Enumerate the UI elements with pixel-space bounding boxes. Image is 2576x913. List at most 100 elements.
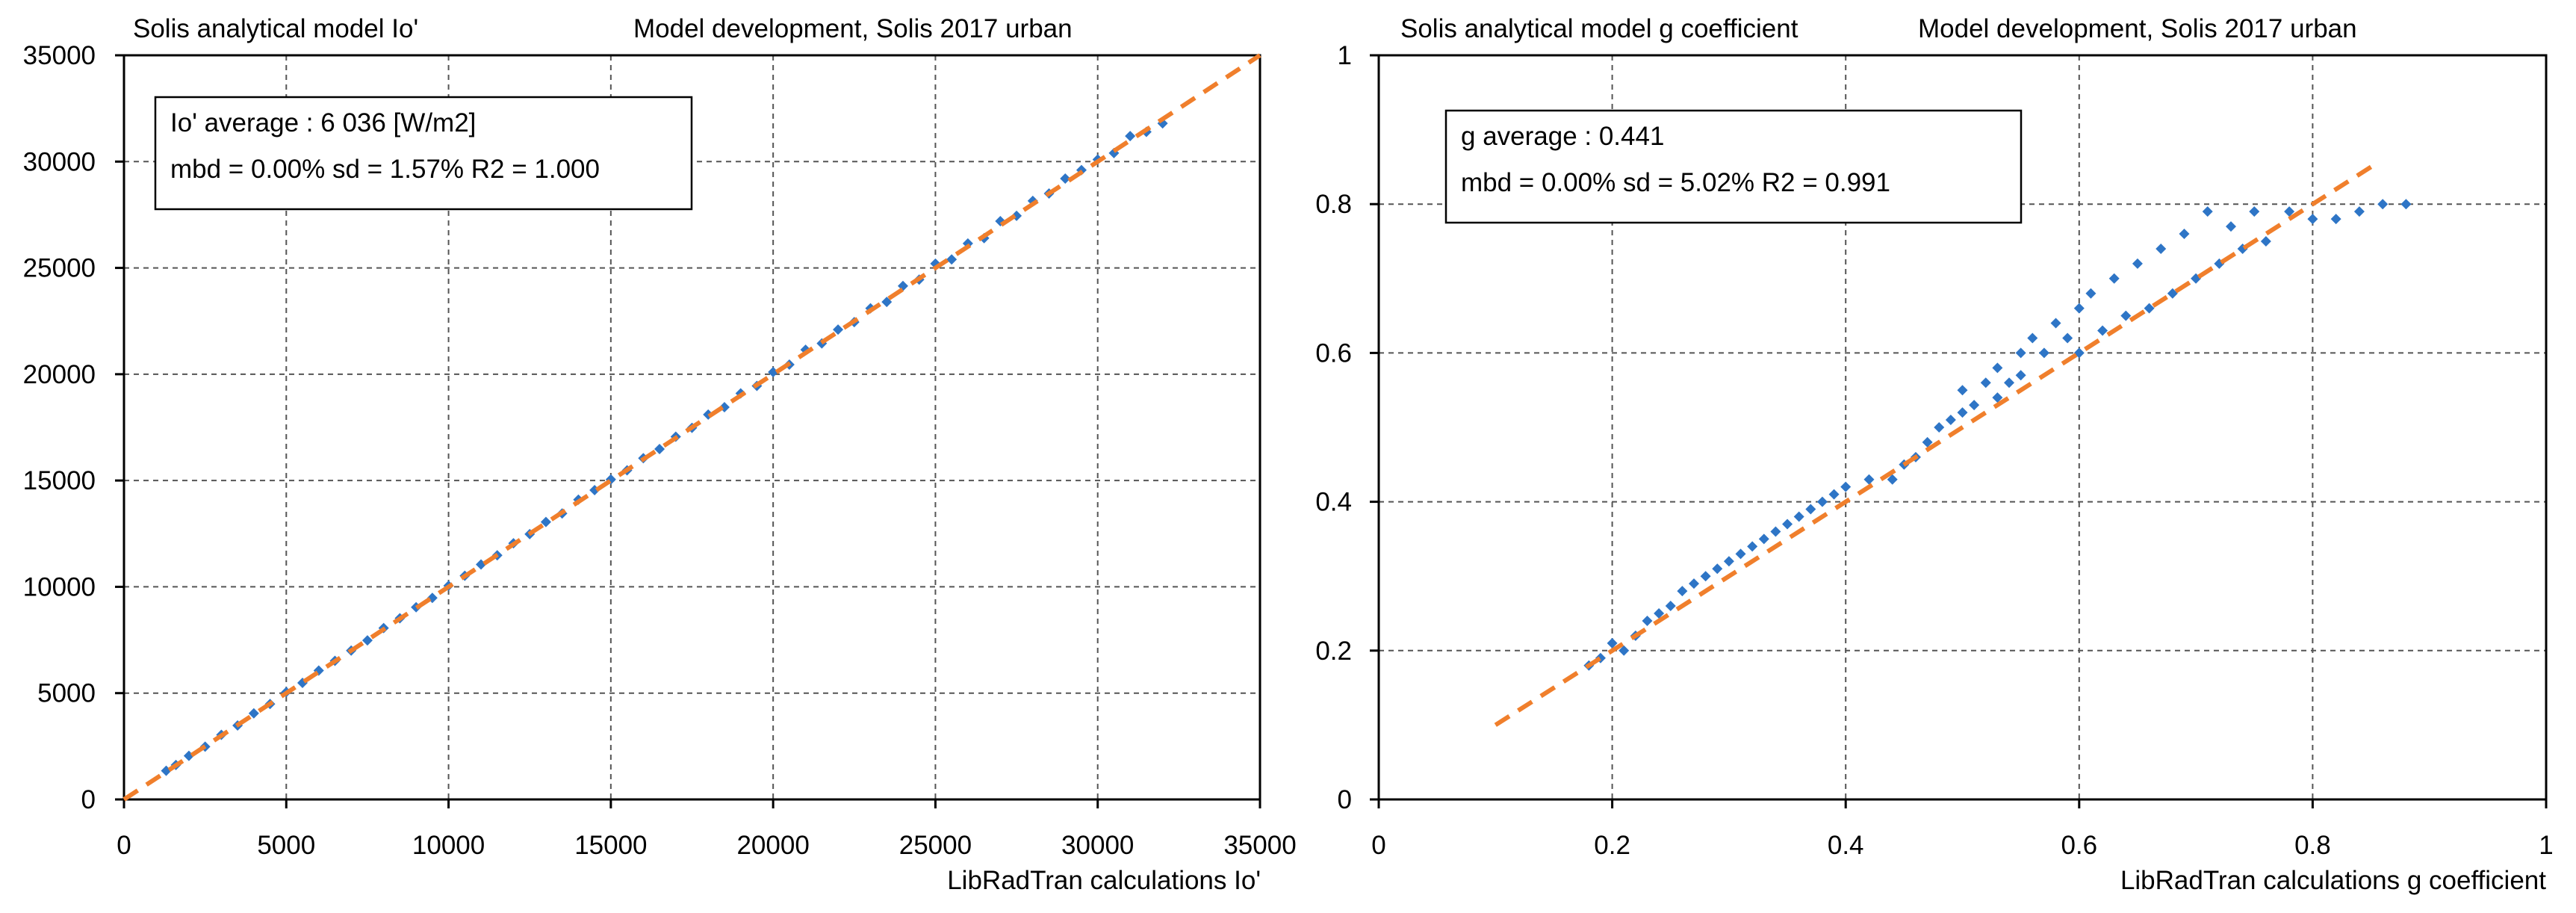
data-point <box>2120 310 2132 321</box>
data-point <box>2097 325 2108 336</box>
data-point <box>1957 407 1968 418</box>
data-point <box>2156 243 2167 254</box>
data-point <box>1887 474 1898 485</box>
stats-line-errors: mbd = 0.00% sd = 1.57% R2 = 1.000 <box>170 155 600 184</box>
data-point <box>2400 199 2412 210</box>
chart-subtitle: Model development, Solis 2017 urban <box>1918 14 2357 43</box>
data-point <box>1060 173 1071 185</box>
data-point <box>2108 273 2120 284</box>
data-point <box>1793 511 1804 522</box>
data-point <box>2144 303 2155 314</box>
left-chart: 0 5000 10000 15000 20000 25000 30000 35000 0 5000… <box>23 14 1297 895</box>
data-point <box>1654 608 1665 619</box>
data-point <box>1934 422 1945 433</box>
y-tick-label: 20000 <box>23 360 96 389</box>
x-tick-label: 0 <box>117 831 131 860</box>
data-point <box>1747 541 1758 552</box>
data-point <box>1712 563 1723 575</box>
data-point <box>2249 206 2260 217</box>
x-tick-label: 5000 <box>257 831 315 860</box>
stats-line-average: Io' average : 6 036 [W/m2] <box>170 108 476 137</box>
data-point <box>2167 288 2178 299</box>
data-point <box>1618 645 1630 656</box>
stats-line-errors: mbd = 0.00% sd = 5.02% R2 = 0.991 <box>1461 168 1890 197</box>
data-point <box>1770 526 1781 537</box>
plot-area-frame <box>122 54 1261 801</box>
data-point <box>1125 131 1136 142</box>
data-point <box>1735 548 1746 560</box>
x-axis-label: LibRadTran calculations g coefficient <box>2120 866 2546 895</box>
data-point <box>1922 436 1933 448</box>
stats-line-average: g average : 0.441 <box>1461 122 1664 151</box>
data-point <box>1828 489 1840 500</box>
data-point <box>2330 214 2341 225</box>
y-tick-label: 1 <box>1338 41 1352 70</box>
x-tick-label: 30000 <box>1061 831 1134 860</box>
x-tick-label: 0.2 <box>1594 831 1630 860</box>
data-point <box>1723 556 1734 567</box>
data-point <box>1689 578 1700 589</box>
y-tick-label: 0 <box>81 785 96 814</box>
data-point <box>2085 288 2097 299</box>
data-point <box>1863 474 1875 485</box>
data-point <box>2202 206 2213 217</box>
data-point <box>2377 199 2389 210</box>
data-point <box>1642 615 1653 626</box>
data-point <box>2038 347 2049 359</box>
data-point <box>1969 400 1980 411</box>
data-point <box>654 444 665 455</box>
plot-area-frame <box>1377 54 2548 801</box>
data-point <box>540 516 551 527</box>
y-tick-label: 15000 <box>23 466 96 495</box>
x-tick-label: 15000 <box>574 831 647 860</box>
data-point <box>2073 303 2085 314</box>
data-point <box>1957 385 1968 396</box>
data-point <box>1782 519 1793 530</box>
data-point <box>2225 221 2236 232</box>
y-tick-label: 0.2 <box>1315 637 1352 666</box>
y-tick-label: 25000 <box>23 254 96 283</box>
data-point <box>1840 481 1852 492</box>
data-point <box>1665 601 1676 612</box>
y-tick-label: 10000 <box>23 572 96 601</box>
x-axis-label: LibRadTran calculations Io' <box>947 866 1261 895</box>
data-point <box>2307 214 2318 225</box>
data-point <box>2284 206 2295 217</box>
y-tick-label: 30000 <box>23 147 96 176</box>
data-point <box>2015 370 2026 381</box>
data-point <box>2015 347 2026 359</box>
x-tick-label: 0.8 <box>2294 831 2331 860</box>
x-tick-label: 10000 <box>412 831 485 860</box>
data-point <box>1607 637 1618 649</box>
y-tick-label: 0.8 <box>1315 190 1352 219</box>
data-point <box>2132 258 2143 269</box>
x-tick-label: 35000 <box>1223 831 1296 860</box>
stats-box <box>154 96 693 211</box>
x-tick-label: 1 <box>2539 831 2553 860</box>
data-point <box>2260 236 2271 247</box>
data-point <box>1758 533 1769 545</box>
x-tick-label: 25000 <box>899 831 972 860</box>
data-point <box>833 324 844 335</box>
one-to-one-line <box>1494 164 2373 727</box>
data-point <box>1980 377 1991 389</box>
data-point <box>768 367 779 378</box>
data-point <box>2027 332 2038 344</box>
data-point <box>946 254 958 265</box>
chart-title: Solis analytical model g coefficient <box>1400 14 1798 43</box>
y-tick-label: 0 <box>1338 785 1352 814</box>
chart-title: Solis analytical model Io' <box>133 14 418 43</box>
data-point <box>2353 206 2365 217</box>
data-point <box>248 708 259 719</box>
data-point <box>2062 332 2073 344</box>
one-to-one-line <box>122 53 1261 802</box>
data-point <box>1677 586 1688 597</box>
data-point <box>1805 504 1816 515</box>
data-point <box>1945 415 1956 426</box>
data-point <box>2050 318 2061 329</box>
stats-box <box>1444 109 2023 224</box>
y-tick-label: 0.6 <box>1315 338 1352 368</box>
x-tick-label: 0.6 <box>2061 831 2097 860</box>
